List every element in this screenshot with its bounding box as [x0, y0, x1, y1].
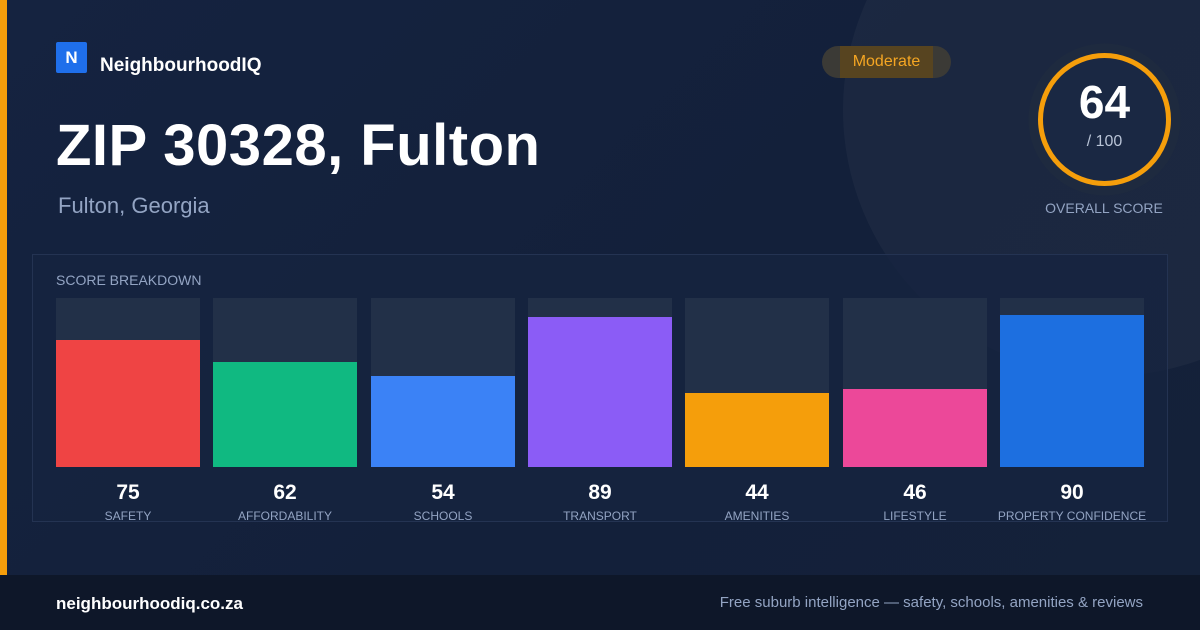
footer-tagline: Free suburb intelligence — safety, schoo…	[719, 594, 1143, 611]
bar-category-label: LIFESTYLE	[883, 509, 947, 523]
bar	[528, 317, 672, 467]
bar-track	[1000, 298, 1144, 467]
bar-track	[56, 298, 200, 467]
footer: neighbourhoodiq.co.za Free suburb intell…	[0, 575, 1200, 630]
bar	[56, 340, 200, 467]
location-subtitle: Fulton, Georgia	[58, 193, 210, 218]
overall-score-label: OVERALL SCORE	[1045, 200, 1163, 216]
overall-score-value: 64	[1078, 76, 1131, 128]
brand-logo-icon: N	[56, 42, 87, 73]
bar	[213, 362, 357, 467]
brand[interactable]: N NeighbourhoodIQ	[56, 42, 262, 77]
bar-value-label: 75	[116, 481, 140, 504]
bar-category-label: PROPERTY CONFIDENCE	[997, 509, 1147, 523]
bar	[685, 393, 829, 467]
bar-value-label: 46	[903, 481, 927, 504]
score-breakdown-title: SCORE BREAKDOWN	[56, 272, 202, 288]
bar-category-label: TRANSPORT	[563, 509, 637, 523]
overall-score-max: / 100	[1086, 133, 1123, 150]
bar-track	[213, 298, 357, 467]
rating-badge: Moderate	[822, 46, 951, 78]
brand-name: NeighbourhoodIQ	[100, 54, 262, 76]
bar-category-label: SAFETY	[104, 509, 152, 523]
score-ring-graphic	[1028, 43, 1181, 196]
bar-track	[528, 298, 672, 467]
bar-value-label: 89	[588, 481, 612, 504]
bar-value-label: 90	[1060, 481, 1084, 504]
page-title: ZIP 30328, Fulton	[56, 113, 541, 178]
bar-track	[371, 298, 515, 467]
bar	[843, 389, 987, 467]
bar-category-label: SCHOOLS	[413, 509, 473, 523]
footer-url[interactable]: neighbourhoodiq.co.za	[56, 594, 243, 613]
bar-value-label: 62	[273, 481, 297, 504]
accent-stripe	[0, 0, 7, 575]
rating-badge-label: Moderate	[852, 53, 921, 70]
bar-track	[843, 298, 987, 467]
bar	[371, 376, 515, 467]
bar-value-label: 44	[745, 481, 769, 504]
bar-track	[685, 298, 829, 467]
overall-score-ring: 64 / 100	[1027, 42, 1182, 197]
bar	[1000, 315, 1144, 467]
score-ring-stroke	[1038, 53, 1171, 186]
bar-category-label: AFFORDABILITY	[237, 509, 332, 523]
bar-category-label: AMENITIES	[724, 509, 790, 523]
bar-value-label: 54	[431, 481, 455, 504]
